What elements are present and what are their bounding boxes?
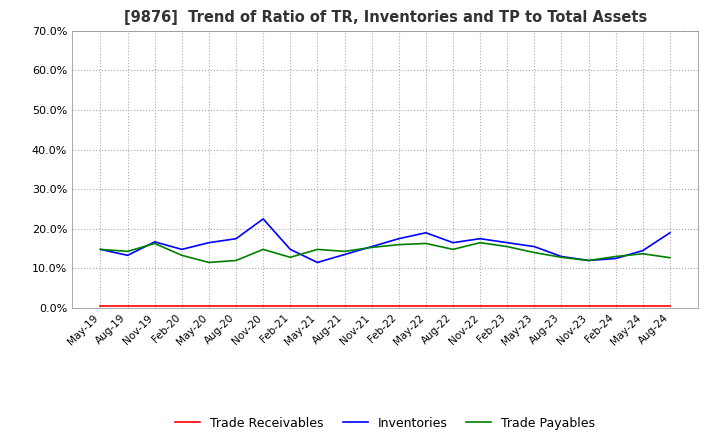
Trade Receivables [639,304,647,309]
Legend: Trade Receivables, Inventories, Trade Payables: Trade Receivables, Inventories, Trade Pa… [170,412,600,435]
Inventories [530,244,539,249]
Trade Payables [341,249,349,254]
Trade Payables [259,247,268,252]
Trade Payables [313,247,322,252]
Trade Receivables [395,304,403,309]
Line: Trade Payables: Trade Payables [101,242,670,262]
Trade Receivables [421,304,430,309]
Trade Receivables [557,304,566,309]
Trade Payables [530,250,539,255]
Trade Receivables [503,304,511,309]
Trade Payables [449,247,457,252]
Trade Payables [204,260,213,265]
Inventories [557,254,566,259]
Inventories [150,239,159,245]
Trade Receivables [313,304,322,309]
Trade Receivables [123,304,132,309]
Trade Receivables [665,304,674,309]
Trade Payables [395,242,403,247]
Inventories [341,252,349,257]
Inventories [421,230,430,235]
Inventories [395,236,403,241]
Trade Receivables [449,304,457,309]
Trade Payables [178,253,186,258]
Trade Receivables [341,304,349,309]
Trade Payables [665,255,674,260]
Trade Receivables [530,304,539,309]
Trade Payables [611,254,620,259]
Inventories [123,253,132,258]
Inventories [313,260,322,265]
Trade Payables [123,249,132,254]
Inventories [204,240,213,245]
Line: Inventories: Inventories [101,219,670,262]
Trade Receivables [584,304,593,309]
Inventories [232,236,240,241]
Trade Payables [232,258,240,263]
Inventories [503,240,511,245]
Trade Payables [584,258,593,263]
Trade Payables [421,241,430,246]
Trade Receivables [96,304,105,309]
Trade Receivables [286,304,294,309]
Trade Payables [557,255,566,260]
Trade Receivables [259,304,268,309]
Trade Receivables [150,304,159,309]
Trade Receivables [611,304,620,309]
Inventories [178,247,186,252]
Inventories [665,230,674,235]
Trade Payables [367,245,376,250]
Inventories [449,240,457,245]
Trade Payables [503,244,511,249]
Trade Payables [476,240,485,245]
Inventories [286,247,294,252]
Title: [9876]  Trend of Ratio of TR, Inventories and TP to Total Assets: [9876] Trend of Ratio of TR, Inventories… [124,11,647,26]
Inventories [259,216,268,221]
Inventories [639,248,647,253]
Trade Receivables [367,304,376,309]
Trade Receivables [476,304,485,309]
Trade Payables [286,255,294,260]
Trade Payables [639,251,647,257]
Trade Receivables [232,304,240,309]
Inventories [96,247,105,252]
Trade Payables [150,241,159,246]
Inventories [611,256,620,261]
Inventories [584,258,593,263]
Trade Receivables [204,304,213,309]
Inventories [367,244,376,249]
Trade Payables [96,247,105,252]
Inventories [476,236,485,241]
Trade Receivables [178,304,186,309]
